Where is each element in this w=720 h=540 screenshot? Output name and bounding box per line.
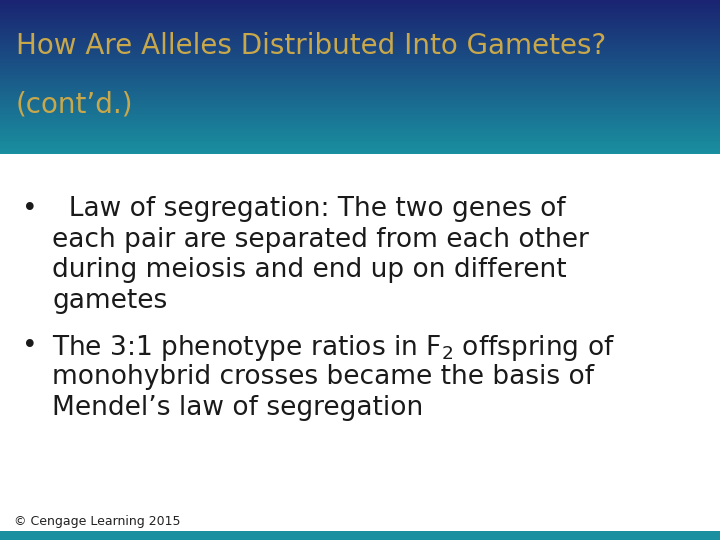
Text: each pair are separated from each other: each pair are separated from each other — [52, 227, 589, 253]
Text: How Are Alleles Distributed Into Gametes?: How Are Alleles Distributed Into Gametes… — [16, 32, 606, 60]
Text: •: • — [22, 196, 37, 222]
Text: •: • — [22, 333, 37, 359]
Bar — [0, 154, 720, 540]
Text: (cont’d.): (cont’d.) — [16, 91, 133, 119]
Text: Mendel’s law of segregation: Mendel’s law of segregation — [52, 395, 423, 421]
Text: gametes: gametes — [52, 288, 167, 314]
Bar — [0, 531, 720, 540]
Text: during meiosis and end up on different: during meiosis and end up on different — [52, 258, 567, 284]
Text: The 3:1 phenotype ratios in $\mathregular{F_2}$ offspring of: The 3:1 phenotype ratios in $\mathregula… — [52, 333, 615, 363]
Text: monohybrid crosses became the basis of: monohybrid crosses became the basis of — [52, 364, 594, 390]
Text: Law of segregation: The two genes of: Law of segregation: The two genes of — [52, 196, 566, 222]
Text: © Cengage Learning 2015: © Cengage Learning 2015 — [14, 516, 181, 529]
